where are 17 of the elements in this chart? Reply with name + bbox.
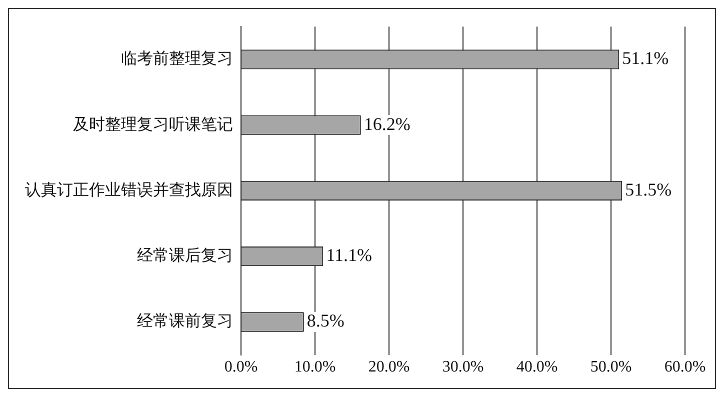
x-tick-label: 0.0% [224, 358, 258, 376]
data-label: 16.2% [364, 114, 410, 134]
x-tick-label: 20.0% [368, 358, 410, 376]
x-tick-label: 50.0% [590, 358, 632, 376]
y-tick-label: 认真订正作业错误并查找原因 [25, 180, 233, 199]
data-label: 51.5% [625, 179, 672, 200]
x-tick-label: 40.0% [516, 358, 558, 376]
x-tick-label: 60.0% [664, 358, 706, 376]
x-tick-label: 30.0% [442, 358, 484, 376]
y-tick-label: 经常课前复习 [137, 312, 233, 330]
data-label: 8.5% [306, 310, 344, 331]
x-tick-label: 10.0% [294, 358, 336, 376]
y-tick-label: 及时整理复习听课笔记 [73, 115, 233, 134]
y-tick-label: 经常课后复习 [137, 246, 233, 265]
data-label: 11.1% [326, 245, 372, 266]
data-label: 51.1% [622, 48, 669, 68]
y-tick-label: 临考前整理复习 [121, 50, 233, 68]
